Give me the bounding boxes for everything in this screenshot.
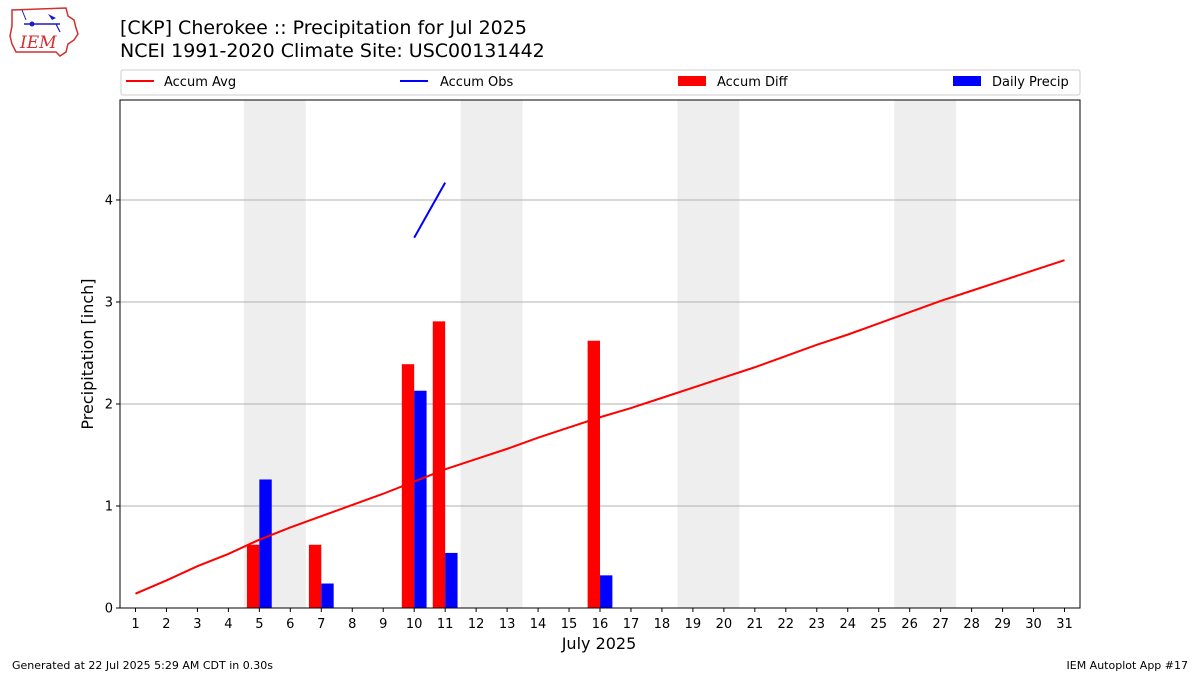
logo-text: IEM — [19, 33, 57, 53]
daily-precip-bar — [321, 583, 334, 608]
x-tick-label: 17 — [623, 617, 640, 632]
x-tick-label: 31 — [1056, 617, 1073, 632]
iem-logo: IEM — [8, 6, 82, 62]
iowa-state-outline-icon: IEM — [9, 7, 79, 57]
x-tick-label: 14 — [530, 617, 547, 632]
legend-label-accum-diff: Accum Diff — [717, 75, 789, 90]
daily-precip-bar — [259, 479, 272, 608]
x-tick-label: 18 — [654, 617, 671, 632]
x-tick-label: 23 — [809, 617, 826, 632]
x-tick-label: 28 — [963, 617, 980, 632]
legend-label-accum-avg: Accum Avg — [164, 75, 236, 90]
x-tick-label: 12 — [468, 617, 485, 632]
x-tick-label: 26 — [901, 617, 918, 632]
x-tick-label: 2 — [162, 617, 170, 632]
legend-label-accum-obs: Accum Obs — [440, 75, 513, 90]
x-tick-label: 27 — [932, 617, 949, 632]
x-tick-label: 10 — [406, 617, 423, 632]
daily-precip-bar — [414, 390, 427, 608]
x-tick-label: 5 — [255, 617, 263, 632]
y-tick-label: 2 — [105, 397, 113, 412]
x-tick-label: 25 — [870, 617, 887, 632]
accum-obs-line — [413, 182, 447, 239]
x-tick-label: 6 — [286, 617, 294, 632]
accum-diff-bar — [401, 364, 415, 608]
x-tick-label: 3 — [193, 617, 201, 632]
legend-label-daily-precip: Daily Precip — [992, 75, 1069, 90]
legend-swatch-daily-precip — [953, 76, 981, 86]
x-tick-label: 7 — [317, 617, 325, 632]
chart-title: [CKP] Cherokee :: Precipitation for Jul … — [120, 17, 527, 39]
accum-diff-bar — [432, 321, 446, 608]
bar-series — [246, 321, 613, 608]
weekend-band — [677, 100, 740, 608]
app-credit: IEM Autoplot App #17 — [1066, 659, 1189, 672]
legend-swatch-accum-diff — [678, 76, 706, 86]
weekend-band — [894, 100, 957, 608]
y-axis-label: Precipitation [inch] — [78, 278, 97, 429]
x-tick-label: 9 — [379, 617, 387, 632]
x-tick-label: 11 — [437, 617, 454, 632]
x-tick-label: 1 — [131, 617, 139, 632]
weekend-band — [460, 100, 523, 608]
x-tick-label: 19 — [685, 617, 702, 632]
y-tick-label: 4 — [105, 193, 113, 208]
daily-precip-bar — [600, 575, 613, 608]
y-tick-label: 1 — [105, 499, 113, 514]
x-axis-label: July 2025 — [561, 634, 637, 653]
x-tick-label: 21 — [747, 617, 764, 632]
x-tick-label: 15 — [561, 617, 578, 632]
y-tick-label: 0 — [105, 602, 113, 617]
accum-diff-bar — [308, 544, 322, 608]
x-tick-label: 8 — [348, 617, 356, 632]
y-axis: 0 1 2 3 4 — [105, 193, 120, 617]
y-tick-label: 3 — [105, 295, 113, 310]
weekend-shading — [243, 100, 957, 608]
x-tick-label: 16 — [592, 617, 609, 632]
x-tick-label: 29 — [994, 617, 1011, 632]
weekend-band — [243, 100, 306, 608]
accum-avg-line — [135, 259, 1065, 595]
legend: Accum Avg Accum Obs Accum Diff Daily Precip — [120, 69, 1081, 96]
daily-precip-bar — [445, 552, 458, 608]
x-axis: 1 2 3 4 5 6 7 8 9 10 11 12 13 14 15 16 17 18 19 20 21 22 23 24 2… — [131, 608, 1073, 632]
chart-subtitle: NCEI 1991-2020 Climate Site: USC00131442 — [120, 40, 545, 62]
line-series — [135, 182, 1065, 595]
generated-timestamp: Generated at 22 Jul 2025 5:29 AM CDT in … — [12, 659, 273, 672]
x-tick-label: 20 — [716, 617, 733, 632]
x-tick-label: 24 — [839, 617, 856, 632]
x-tick-label: 13 — [499, 617, 516, 632]
x-tick-label: 4 — [224, 617, 232, 632]
accum-diff-bar — [246, 544, 260, 608]
accum-diff-bar — [587, 340, 600, 608]
x-tick-label: 22 — [778, 617, 795, 632]
x-tick-label: 30 — [1025, 617, 1042, 632]
